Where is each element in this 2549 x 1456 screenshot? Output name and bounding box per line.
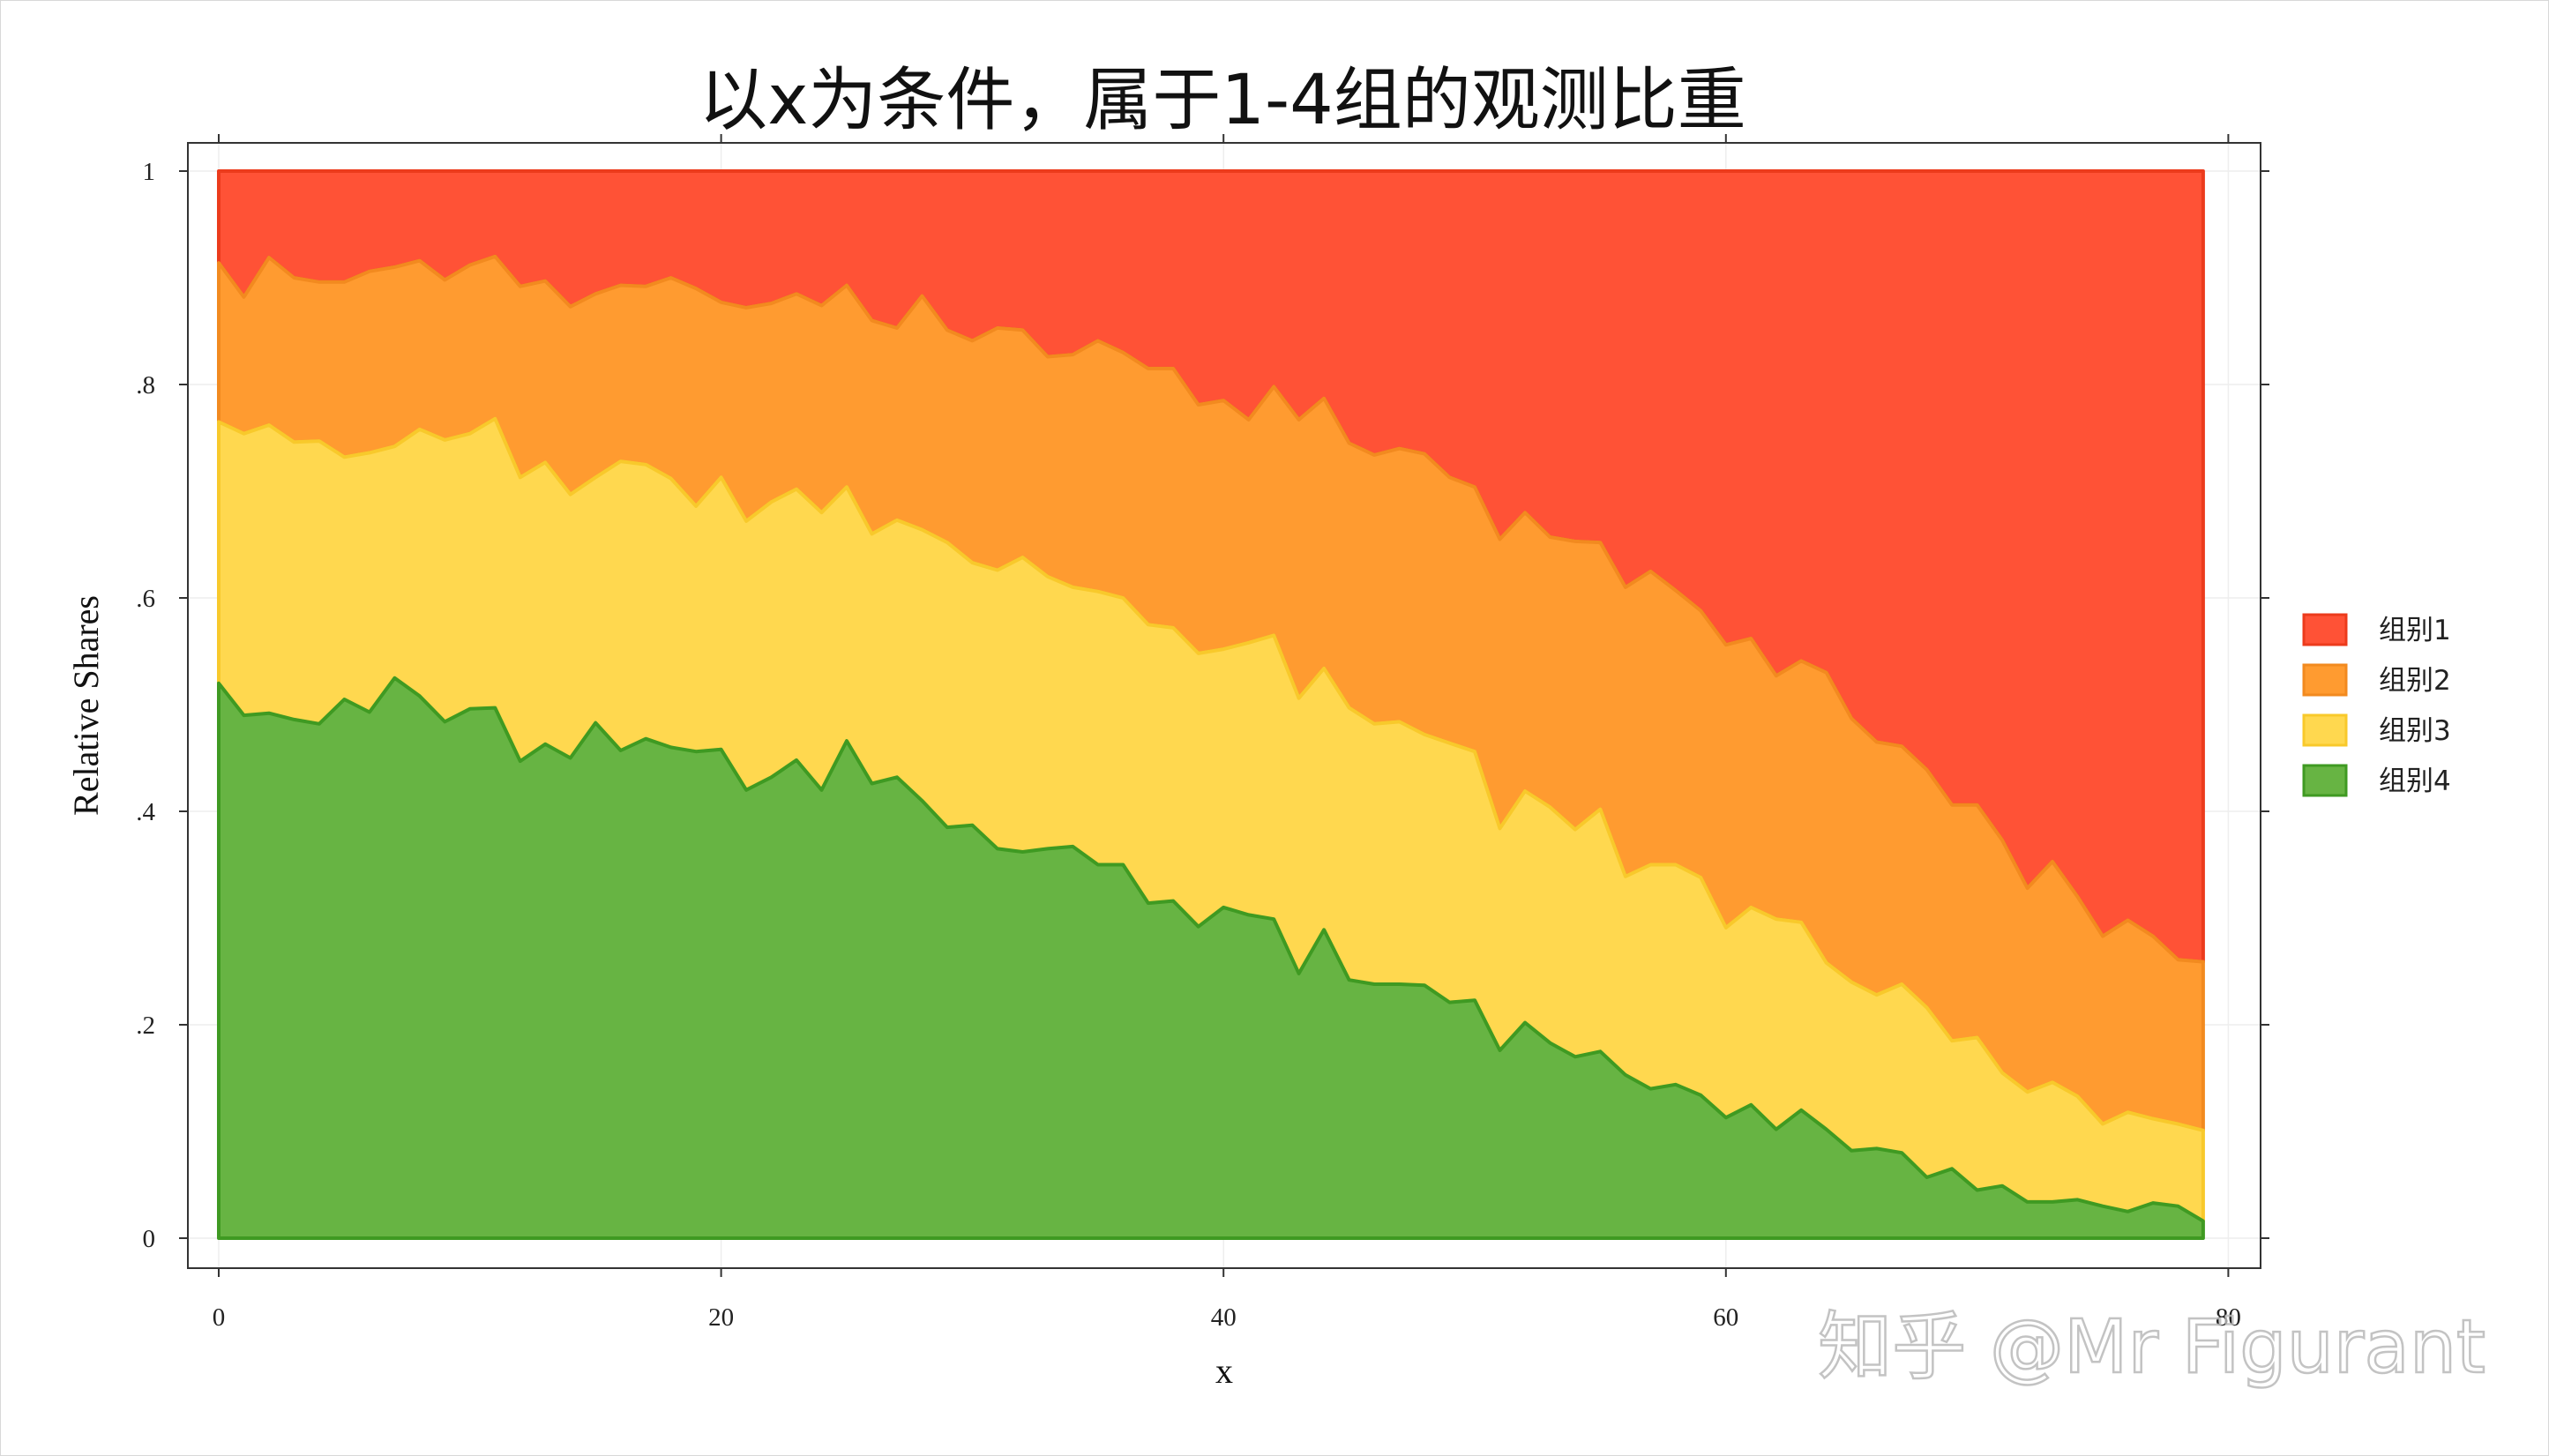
x-tick-label: 0 <box>213 1303 226 1332</box>
legend-label: 组别3 <box>2379 715 2451 747</box>
y-tick-label: .6 <box>136 585 155 613</box>
axes <box>179 134 2269 1277</box>
y-tick-label: .2 <box>136 1012 155 1040</box>
legend-label: 组别1 <box>2379 615 2451 646</box>
chart-title: 以x为条件，属于1-4组的观测比重 <box>699 61 1746 140</box>
y-tick-label: 1 <box>143 158 156 186</box>
tick-labels: 0 .2 .4 .6 .8 1 0 20 40 60 80 <box>136 158 2241 1332</box>
y-tick-label: 0 <box>143 1225 156 1253</box>
x-axis-title: x <box>1215 1351 1233 1391</box>
x-tick-label: 60 <box>1713 1303 1738 1332</box>
legend: 组别1 组别2 组别3 组别4 <box>2302 613 2451 797</box>
legend-swatch-组别2 <box>2302 663 2348 697</box>
x-tick-label: 40 <box>1211 1303 1237 1332</box>
x-tick-label: 80 <box>2216 1303 2241 1332</box>
y-tick-label: .8 <box>136 371 155 399</box>
watermark-text: 知乎 @Mr Figurant <box>1818 1303 2485 1390</box>
legend-label: 组别4 <box>2379 765 2451 797</box>
area-组别4 <box>217 676 2205 1240</box>
area-series-group <box>217 169 2205 1240</box>
legend-swatch-组别3 <box>2302 713 2348 747</box>
legend-swatch-组别1 <box>2302 613 2348 646</box>
y-tick-label: .4 <box>136 798 155 826</box>
legend-swatch-组别4 <box>2302 764 2348 797</box>
x-tick-label: 20 <box>708 1303 734 1332</box>
y-axis-title: Relative Shares <box>66 595 106 816</box>
legend-label: 组别2 <box>2379 665 2451 697</box>
